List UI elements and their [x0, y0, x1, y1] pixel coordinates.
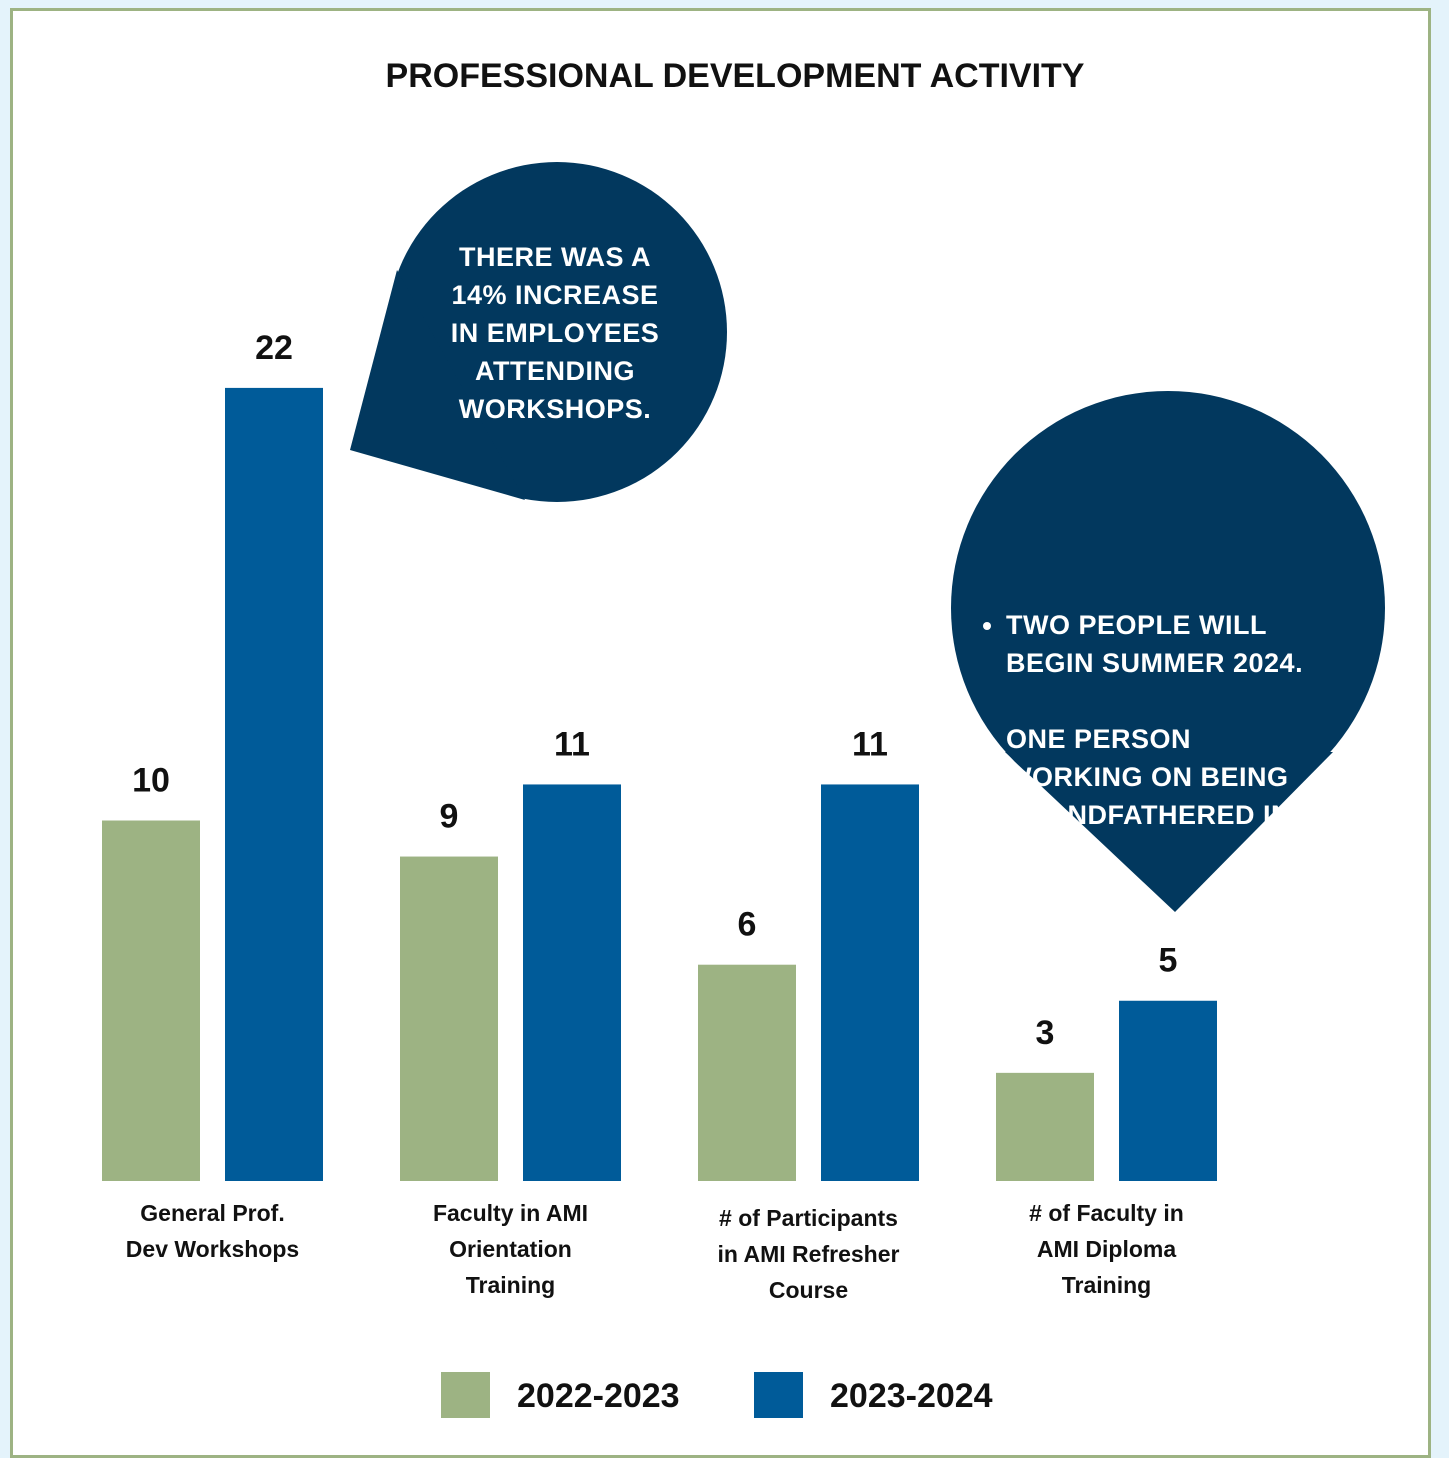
bar — [523, 784, 621, 1181]
value-label: 10 — [132, 761, 170, 799]
annotation: TWO PEOPLE WILL BEGIN SUMMER 2024. ONE P… — [972, 530, 1372, 910]
x-tick-label: # of Faculty in AMI Diploma Training — [1029, 1200, 1184, 1298]
x-tick-label: Faculty in AMI Orientation Training — [432, 1200, 589, 1298]
annotation: THERE WAS A 14% INCREASE IN EMPLOYEES AT… — [450, 242, 660, 424]
bar — [225, 387, 323, 1181]
legend-swatch — [441, 1372, 490, 1418]
legend-label: 2022-2023 — [517, 1377, 680, 1415]
callout-bubble — [951, 391, 1385, 912]
value-label: 11 — [852, 725, 888, 763]
bar — [400, 856, 498, 1181]
bubble-shape — [951, 391, 1385, 825]
value-label: 6 — [738, 906, 757, 944]
annotation-item: ONE PERSON WORKING ON BEING GRANDFATHERE… — [1006, 720, 1372, 834]
legend-swatch — [754, 1372, 803, 1418]
x-tick-label: # of Participants in AMI Refresher Cours… — [717, 1205, 900, 1303]
value-label: 5 — [1159, 942, 1178, 980]
value-label: 22 — [255, 329, 293, 367]
bar — [821, 784, 919, 1181]
annotation-list: TWO PEOPLE WILL BEGIN SUMMER 2024. ONE P… — [972, 568, 1372, 872]
legend-label: 2023-2024 — [830, 1377, 993, 1415]
x-tick-label: General Prof. Dev Workshops — [125, 1200, 300, 1262]
bar — [102, 820, 200, 1181]
callout-bubble — [350, 162, 727, 502]
annotation-item: TWO PEOPLE WILL BEGIN SUMMER 2024. — [1006, 606, 1372, 682]
value-label: 3 — [1036, 1014, 1055, 1052]
bar — [1119, 1000, 1217, 1181]
bar — [996, 1072, 1094, 1181]
bar — [698, 964, 796, 1181]
bubble-tail — [350, 270, 525, 500]
bubble-tail — [1005, 752, 1333, 912]
chart-title: PROFESSIONAL DEVELOPMENT ACTIVITY — [386, 57, 1085, 95]
value-label: 11 — [554, 725, 590, 763]
value-label: 9 — [440, 798, 459, 836]
